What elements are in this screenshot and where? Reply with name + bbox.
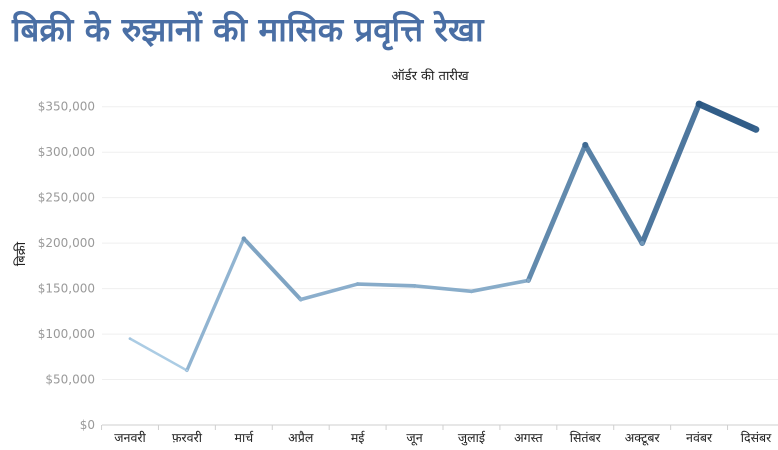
line-segment xyxy=(185,236,246,373)
chart-title: बिक्री के रुझानों की मासिक प्रवृत्ति रेख… xyxy=(12,10,484,49)
y-tick-label: $300,000 xyxy=(38,145,95,159)
x-axis-title: ऑर्डर की तारीख xyxy=(391,69,469,84)
data-point xyxy=(639,240,645,246)
data-point xyxy=(185,369,189,372)
y-tick-label: $200,000 xyxy=(38,236,95,250)
line-segment xyxy=(469,278,531,294)
sales-line xyxy=(128,100,760,373)
line-segment xyxy=(525,142,588,283)
line-segment xyxy=(582,142,645,246)
line-segment xyxy=(695,100,760,133)
line-segment xyxy=(298,282,360,302)
x-tick-label: फ़रवरी xyxy=(172,430,203,445)
line-segment xyxy=(412,284,474,294)
x-axis xyxy=(101,424,778,430)
data-point xyxy=(241,236,247,241)
data-point xyxy=(299,297,303,302)
data-point xyxy=(355,282,360,286)
x-tick-label: मार्च xyxy=(234,430,254,445)
x-tick-label: अक्टूबर xyxy=(625,430,661,446)
x-tick-label: जुलाई xyxy=(458,430,486,446)
data-point xyxy=(582,141,589,148)
x-tick-label: दिसंबर xyxy=(741,430,772,445)
line-segment xyxy=(355,282,417,288)
y-axis-ticks: $0 $50,000 $100,000 $150,000 $200,000 $250,00… xyxy=(38,100,95,432)
data-point xyxy=(412,284,417,288)
data-point xyxy=(128,337,132,340)
data-point xyxy=(695,100,703,108)
line-segment xyxy=(241,236,303,302)
x-tick-label: नवंबर xyxy=(686,430,713,445)
x-tick-label: मई xyxy=(351,430,366,445)
y-tick-label: $50,000 xyxy=(45,373,95,387)
gridlines xyxy=(102,106,778,381)
y-tick-label: $350,000 xyxy=(38,100,95,114)
data-point xyxy=(526,278,531,283)
y-tick-label: $250,000 xyxy=(38,191,95,205)
x-tick-label: अप्रैल xyxy=(288,430,314,445)
x-axis-categories: जनवरी फ़रवरी मार्च अप्रैल मई जून जुलाई अगस्त सित… xyxy=(114,430,772,446)
data-point xyxy=(752,126,760,133)
x-tick-label: सितंबर xyxy=(570,430,602,445)
line-segment xyxy=(128,337,189,372)
y-tick-label: $0 xyxy=(80,418,95,432)
line-segment xyxy=(639,101,702,246)
x-tick-label: अगस्त xyxy=(514,430,543,445)
y-tick-label: $100,000 xyxy=(38,327,95,341)
x-tick-label: जनवरी xyxy=(114,430,146,445)
x-tick-label: जून xyxy=(406,430,423,446)
data-point xyxy=(469,289,474,294)
y-tick-label: $150,000 xyxy=(38,282,95,296)
